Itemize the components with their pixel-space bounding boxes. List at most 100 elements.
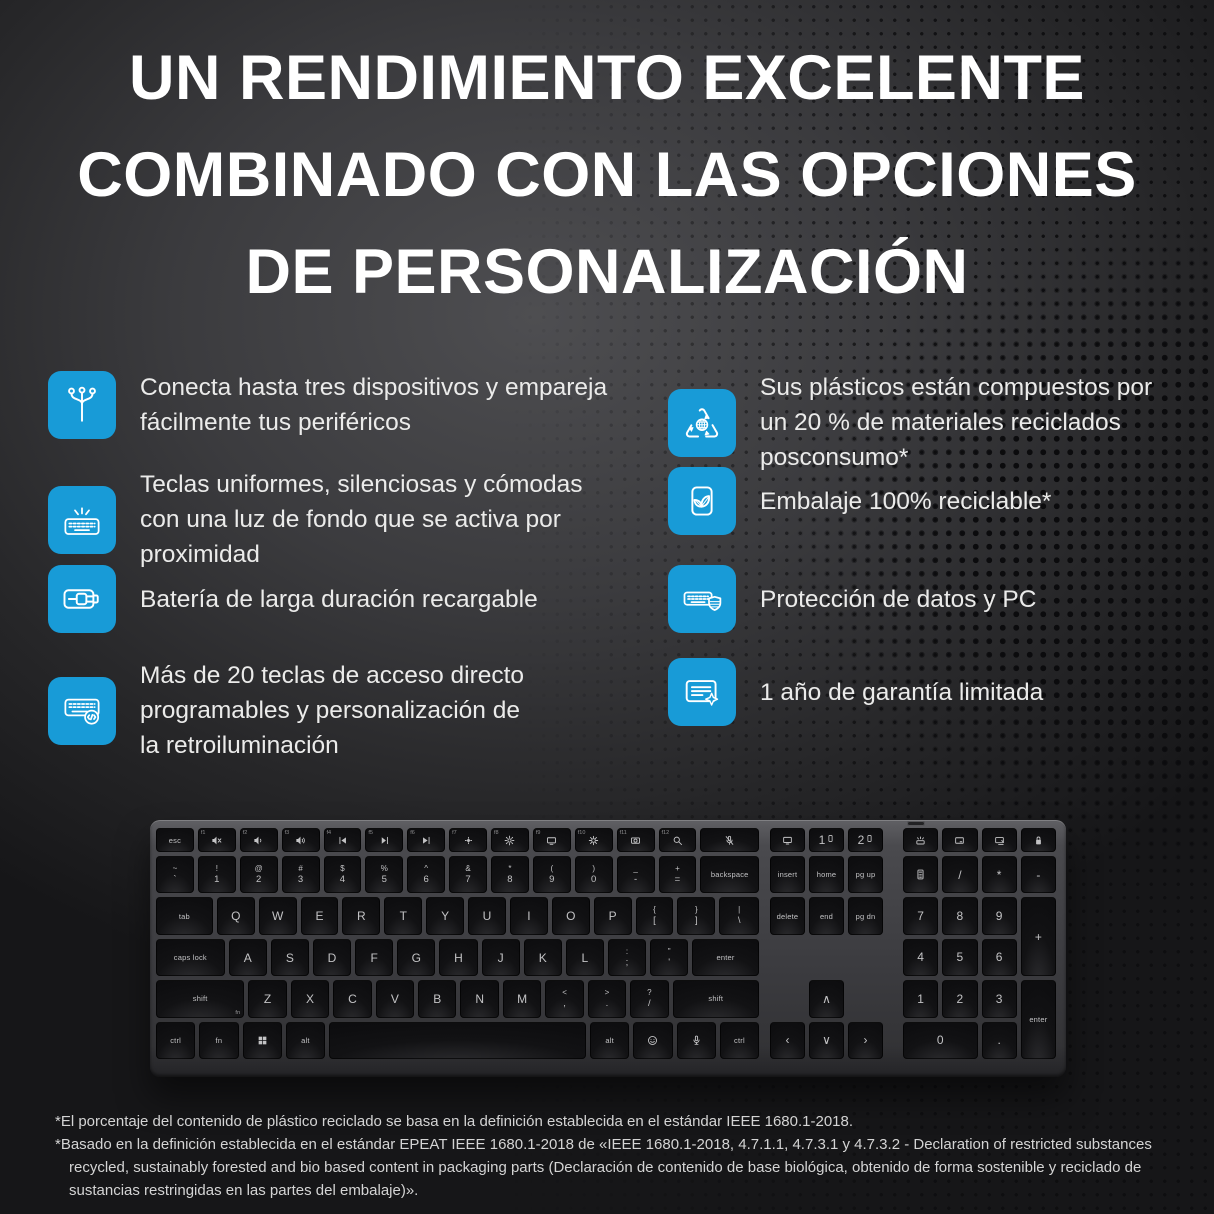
keyboard-key — [633, 1021, 673, 1060]
keyboard-key: {[ — [635, 897, 674, 935]
keyboard-key: tab — [156, 897, 213, 935]
keyboard-key: f12 — [658, 828, 697, 852]
keyboard-key: f10 — [574, 828, 613, 852]
keyboard-key: ^ 6 — [407, 856, 446, 894]
title-line-2: COMBINADO CON LAS OPCIONES — [77, 140, 1137, 210]
backlight-icon — [915, 835, 926, 846]
title-line-3: DE PERSONALIZACIÓN — [245, 237, 969, 307]
keyboard-key: alt — [590, 1021, 630, 1060]
keyboard-key: T — [384, 897, 423, 935]
keyboard-key — [676, 1021, 716, 1060]
footnote-2: *Basado en la definición establecida en … — [55, 1136, 1152, 1199]
keyboard-key: J — [481, 938, 520, 977]
keyboard-key: 9 — [981, 897, 1017, 935]
keyboard-key: esc — [156, 828, 194, 852]
feature-text: 1 año de garantía limitada — [760, 678, 1044, 706]
keyboard-key: X — [290, 980, 330, 1018]
space-key — [329, 1021, 587, 1060]
keyboard-key: - — [1020, 856, 1056, 894]
voldn-icon — [253, 835, 264, 846]
keyboard-key: ) 0 — [574, 856, 613, 894]
play-icon — [379, 835, 390, 846]
keyboard-key: shift — [672, 980, 760, 1018]
keyboard-key: pg up — [848, 856, 883, 894]
keyboard-key: $4 — [323, 856, 362, 894]
keyboard-key: H — [439, 938, 478, 977]
keyboard-key: f3 — [281, 828, 320, 852]
keyboard-product-image: esc f1 f2 f3 f4 f5 f6 f7 f8 f9 f10 f11 f12 ~ `! 1 @2 #3 $4… — [150, 820, 1066, 1077]
keyboard-key: 4 — [903, 938, 939, 977]
feature-text: Conecta hasta tres dispositivos y empare… — [140, 374, 608, 436]
keyboard-key: 7 — [903, 897, 939, 935]
keyboard-key — [903, 828, 939, 852]
keyboard-key: E — [300, 897, 339, 935]
lock-icon — [1033, 835, 1044, 846]
keyboard-key: pg dn — [848, 897, 883, 935]
keyboard-numpad: / * - 7 8 9 +4 5 6 1 2 3 enter 0. — [903, 828, 1056, 1059]
keyboard-key: enter — [692, 938, 759, 977]
keyboard-key: >. — [587, 980, 627, 1018]
feature-text: Embalaje 100% reciclable* — [760, 487, 1052, 515]
keyboard-key: home — [809, 856, 844, 894]
search-icon — [672, 835, 683, 846]
keyboard-key — [700, 828, 760, 852]
keyboard-key — [981, 828, 1017, 852]
keyboard-key: fn — [199, 1021, 239, 1060]
keyboard-key: K — [523, 938, 562, 977]
monitor-icon — [782, 835, 793, 846]
snip-icon — [994, 835, 1005, 846]
calc-icon — [915, 869, 926, 880]
keyboard-key: 0 — [903, 1021, 978, 1059]
recycle-globe-icon — [668, 388, 736, 457]
keyboard-key: P — [593, 897, 632, 935]
feature-programmable-keys: Más de 20 teclas de acceso directo progr… — [48, 658, 524, 763]
keyboard-key: (9 — [532, 856, 571, 894]
keyboard-key: f2 — [239, 828, 278, 852]
keyboard-key: % 5 — [365, 856, 404, 894]
keyboard-key — [1020, 828, 1056, 852]
keyboard-key: shift fn — [156, 980, 245, 1018]
page-title: UN RENDIMIENTO EXCELENTE COMBINADO CON L… — [0, 30, 1214, 321]
keyboard-key: insert — [770, 856, 805, 894]
keyboard-key: }] — [677, 897, 716, 935]
feature-backlit-keys: Teclas uniformes, silenciosas y cómodas … — [48, 467, 583, 572]
keyboard-key: L — [565, 938, 604, 977]
keyboard-key: * 8 — [491, 856, 529, 894]
feature-battery: Batería de larga duración recargable — [48, 565, 538, 633]
phone-icon — [827, 834, 834, 842]
phone-icon — [866, 834, 873, 842]
feature-text: Batería de larga duración recargable — [140, 585, 538, 613]
keyboard-key: f8 — [491, 828, 529, 852]
keyboard-key: O — [551, 897, 590, 935]
prev-icon — [337, 835, 348, 846]
keyboard-key: Y — [426, 897, 465, 935]
keyboard-key: & 7 — [449, 856, 487, 894]
keyboard-key: _ - — [616, 856, 655, 894]
keyboard-shield-icon — [668, 565, 736, 633]
keyboard-key: ctrl — [156, 1021, 196, 1060]
title-line-1: UN RENDIMIENTO EXCELENTE — [129, 43, 1085, 113]
keyboard-power-switch — [907, 821, 925, 826]
next-icon — [421, 835, 432, 846]
keyboard-key: F — [355, 938, 394, 977]
feature-text: Más de 20 teclas de acceso directo progr… — [140, 662, 525, 759]
keyboard-key: M — [502, 980, 542, 1018]
keyboard-key: alt — [285, 1021, 325, 1060]
feature-multi-device: Conecta hasta tres dispositivos y empare… — [48, 370, 607, 440]
volup-icon — [295, 835, 306, 846]
keyboard-backlight-icon — [48, 485, 116, 554]
keyboard-key: 5 — [942, 938, 978, 977]
keyboard-key: 2 — [848, 828, 883, 852]
keyboard-key: Z — [248, 980, 287, 1018]
keyboard-key: + = — [658, 856, 697, 894]
keyboard-key — [903, 856, 939, 894]
keyboard-key: | \ — [719, 897, 760, 935]
keyboard-key: V — [375, 980, 415, 1018]
keyboard-key: enter — [1020, 980, 1056, 1059]
keyboard-key: caps lock — [156, 938, 225, 977]
keyboard-key: 2 — [942, 980, 978, 1018]
footnote-1: *El porcentaje del contenido de plástico… — [55, 1113, 854, 1130]
dim-icon — [463, 835, 474, 846]
keyboard-key: <, — [545, 980, 584, 1018]
